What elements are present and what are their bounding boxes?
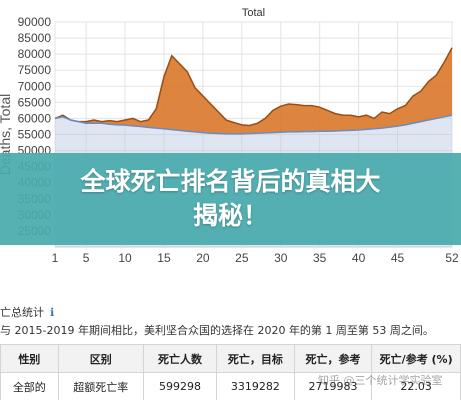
chart-svg: 2500030000350004000045000500005500060000… [0, 7, 459, 265]
table-cell: 全部的 [0, 372, 59, 400]
table-header-cell[interactable]: 性别 [0, 344, 59, 373]
table-header-cell[interactable]: 区别 [57, 344, 144, 373]
x-tick-label: 30 [274, 251, 288, 265]
table-header-cell[interactable]: 死亡/参考 (%) [371, 344, 461, 373]
y-tick-label: 55000 [18, 128, 52, 142]
x-tick-label: 10 [118, 251, 132, 265]
y-tick-label: 75000 [18, 63, 52, 77]
article-title-banner: 全球死亡排名背后的真相大 揭秘！ [0, 153, 461, 245]
table-header-cell[interactable]: 死亡，参考 [293, 344, 373, 373]
stats-title-text: 亡总统计 [0, 306, 44, 319]
banner-title-line-1: 全球死亡排名背后的真相大 [80, 167, 381, 196]
x-tick-label: 45 [391, 251, 405, 265]
table-cell: 599298 [142, 372, 218, 400]
x-tick-label: 40 [352, 251, 366, 265]
table-cell: 22.03 [371, 372, 461, 400]
x-tick-label: 15 [157, 251, 171, 265]
deaths-chart: 2500030000350004000045000500005500060000… [0, 7, 459, 265]
observed-line [54, 47, 453, 127]
chart-title: Total [242, 7, 265, 19]
table-cell: 3319282 [216, 372, 295, 400]
y-tick-label: 90000 [18, 15, 52, 29]
table-cell: 超额死亡率 [57, 372, 144, 400]
expected-line [54, 114, 453, 135]
info-icon[interactable]: ℹ [50, 306, 55, 319]
x-tick-label: 25 [235, 251, 249, 265]
y-tick-label: 65000 [18, 95, 52, 109]
y-tick-label: 80000 [18, 47, 52, 61]
y-tick-label: 60000 [18, 111, 52, 125]
banner-title-line-2: 揭秘！ [192, 201, 268, 230]
table-row: 全部的 超额死亡率 599298 3319282 2719983 22.03 [0, 372, 461, 400]
x-tick-label: 1 [52, 251, 59, 265]
table-header-row: 性别 区别 死亡人数 死亡，目标 死亡，参考 死亡/参考 (%) [0, 344, 461, 373]
table-header-cell[interactable]: 死亡人数 [142, 344, 218, 373]
y-tick-label: 70000 [18, 79, 52, 93]
table-header-cell[interactable]: 死亡，目标 [216, 344, 295, 373]
x-tick-label: 35 [313, 251, 327, 265]
stats-description: 与 2015-2019 年期间相比，美利坚合众国的选择在 2020 年的第 1 … [0, 324, 434, 337]
x-tick-label: 20 [196, 251, 210, 265]
watermark: 知乎 @三个统计学实验室 [318, 374, 443, 387]
x-tick-label: 5 [83, 251, 90, 265]
x-tick-label: 52 [445, 251, 459, 265]
y-tick-label: 85000 [18, 31, 52, 45]
excess-deaths-table: 性别 区别 死亡人数 死亡，目标 死亡，参考 死亡/参考 (%) 全部的 超额死亡率 5992… [0, 344, 461, 400]
stats-section-title: 亡总统计 ℹ [0, 304, 54, 320]
